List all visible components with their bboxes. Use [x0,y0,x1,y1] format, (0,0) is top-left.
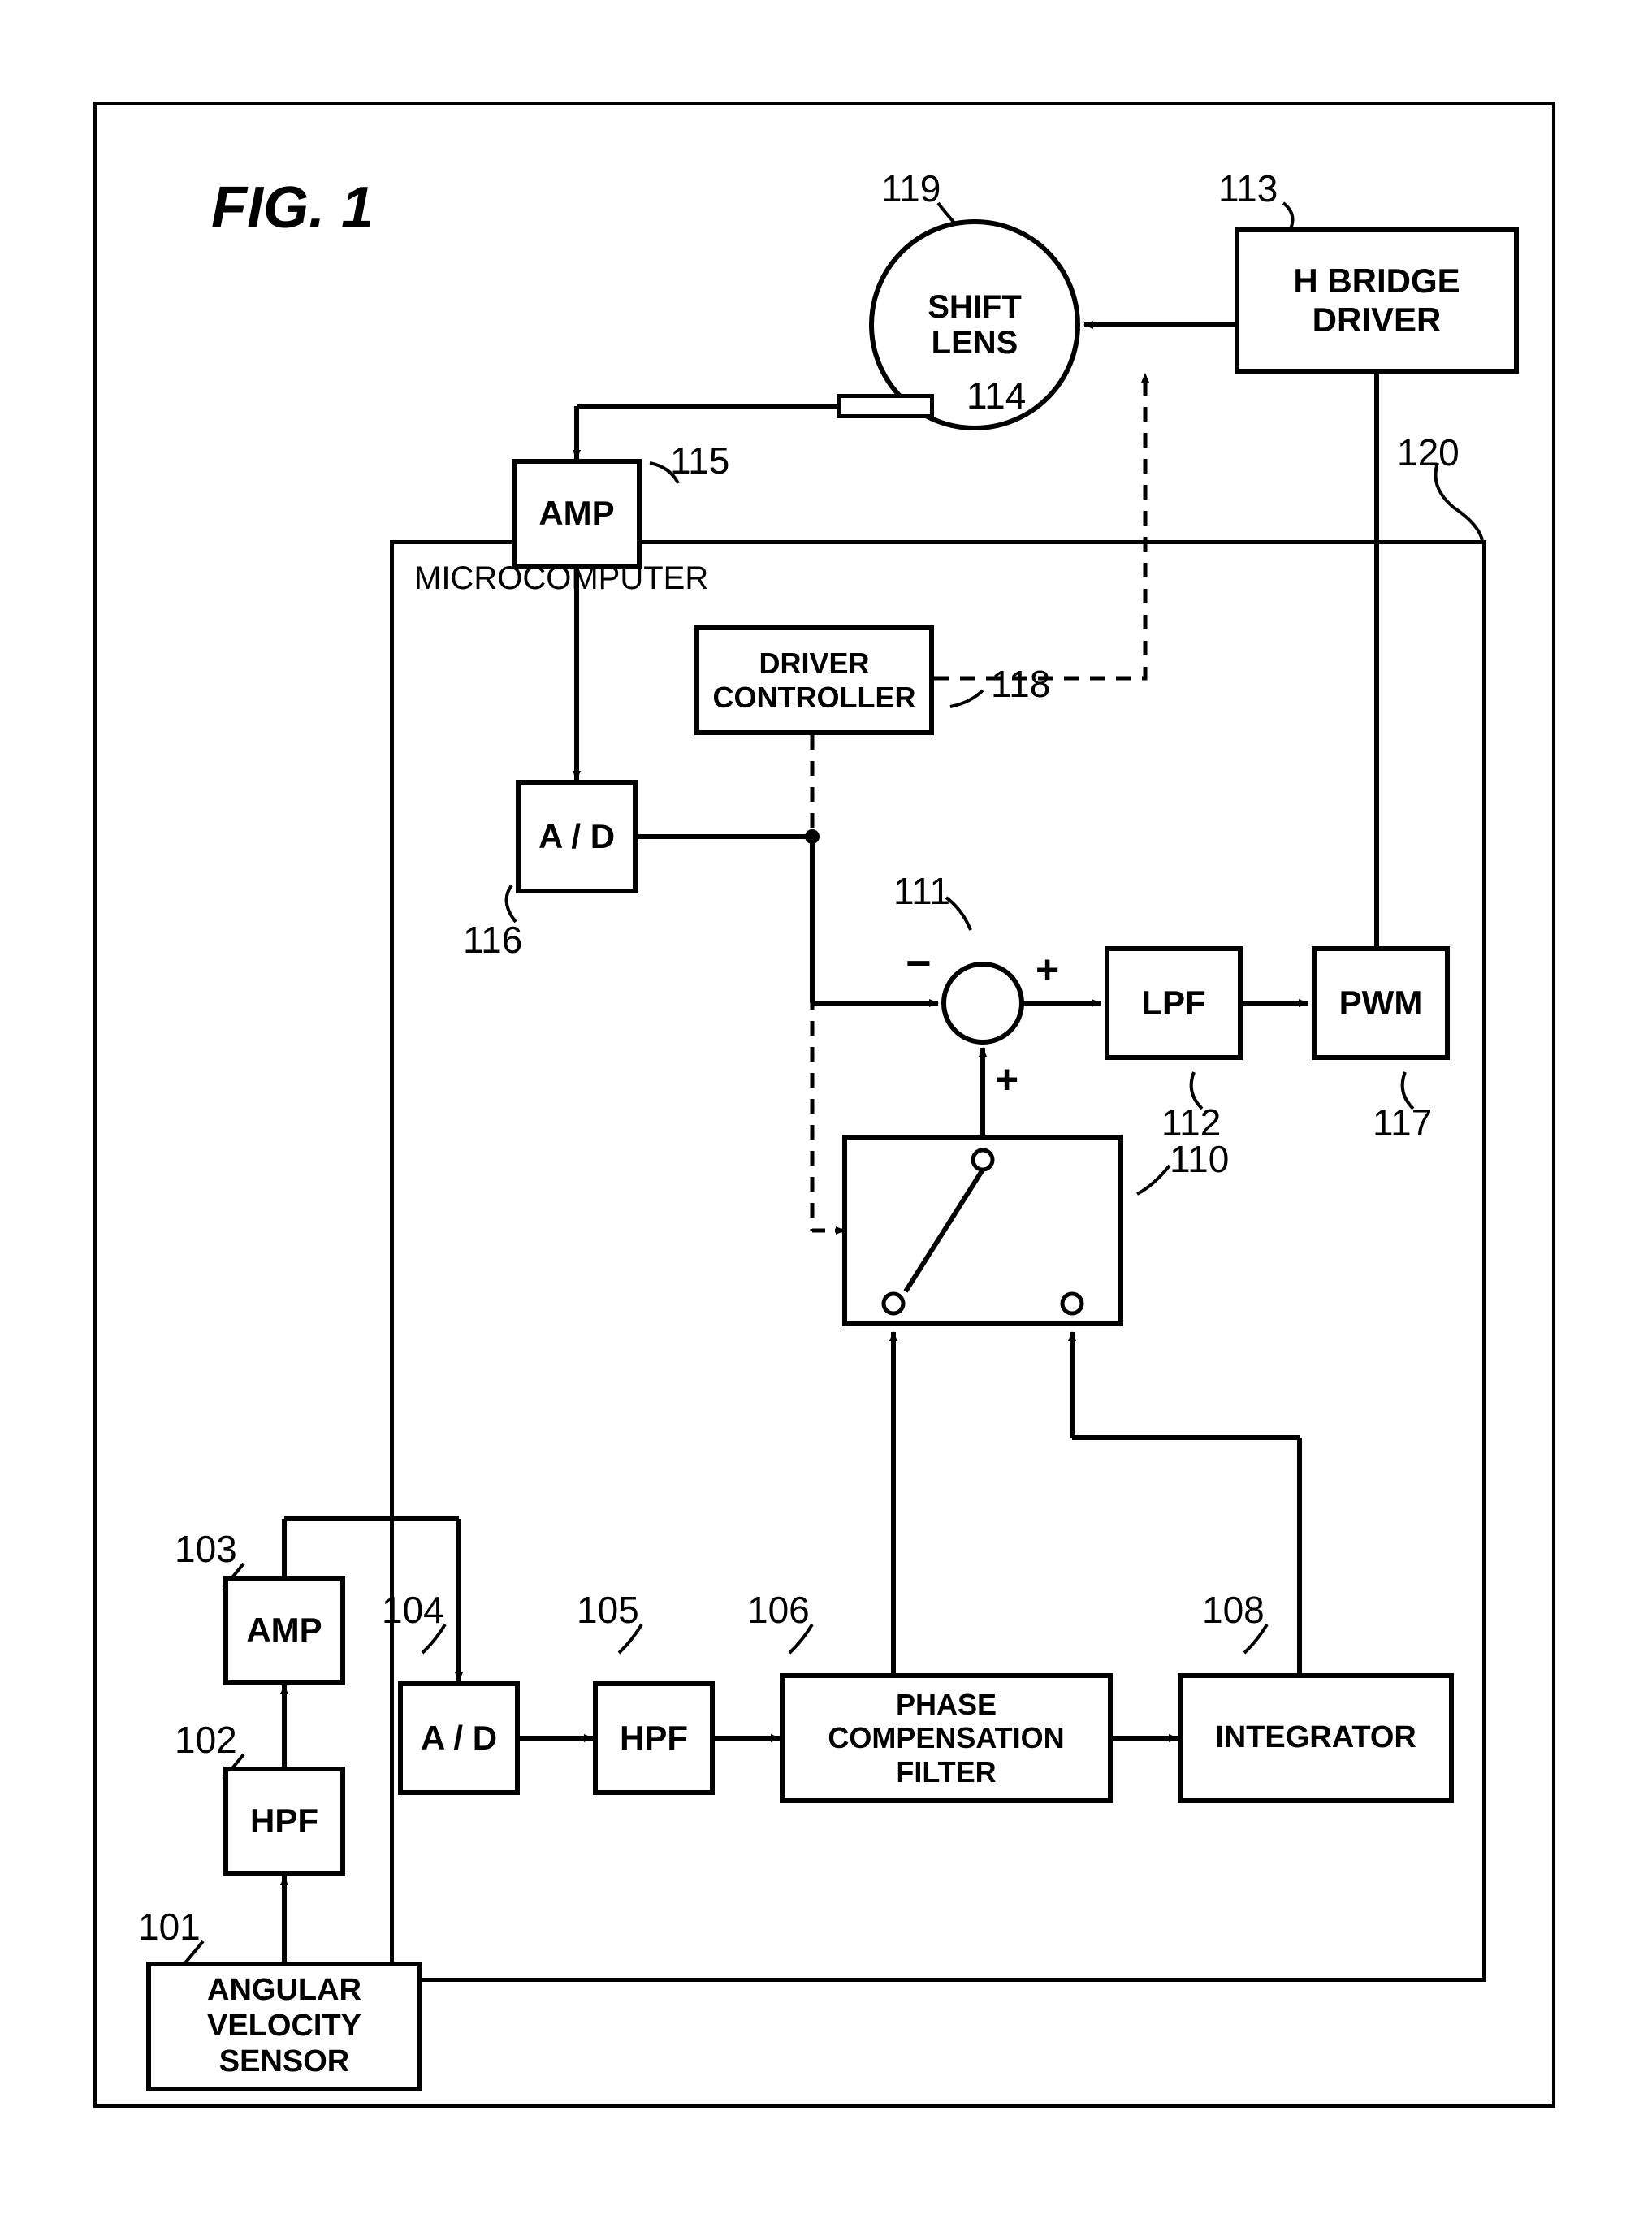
ref-106: 106 [747,1588,810,1632]
page: FIG. 1 MICROCOMPUTER 120 [0,0,1652,2219]
ref-115: 115 [670,439,729,482]
integrator-label: INTEGRATOR [1215,1720,1416,1756]
h-bridge-driver: H BRIDGE DRIVER [1235,227,1519,374]
hall-element [837,394,934,418]
summing-plus-right: + [1036,946,1059,993]
ref-120: 120 [1397,430,1460,474]
driver-controller: DRIVER CONTROLLER [694,625,934,735]
ref-101: 101 [138,1905,201,1949]
amp-upper: AMP [512,459,642,569]
integrator: INTEGRATOR [1178,1673,1454,1803]
ref-110: 110 [1170,1137,1229,1181]
hpf-inner-label: HPF [620,1719,688,1758]
angular-velocity-sensor: ANGULAR VELOCITY SENSOR [146,1962,422,2091]
ref-108: 108 [1202,1588,1265,1632]
pwm-label: PWM [1339,984,1423,1023]
ref-117: 117 [1373,1101,1432,1144]
ref-111: 111 [893,869,950,913]
pwm: PWM [1312,946,1450,1060]
ref-104: 104 [382,1588,444,1632]
ref-113: 113 [1218,167,1278,210]
amp-outer-label: AMP [246,1611,322,1650]
summing-plus-bottom: + [995,1056,1018,1103]
figure-title: FIG. 1 [211,175,374,241]
ref-103: 103 [175,1527,237,1571]
avs-label: ANGULAR VELOCITY SENSOR [207,1973,361,2079]
summing-minus-left: − [906,938,932,988]
lpf: LPF [1105,946,1243,1060]
shift-lens-label: SHIFT LENS [928,289,1022,361]
phase-comp-label: PHASE COMPENSATION FILTER [828,1688,1064,1789]
hpf-outer-label: HPF [250,1802,318,1841]
ad-lower-label: A / D [421,1719,497,1758]
ref-118: 118 [991,662,1050,706]
lpf-label: LPF [1141,984,1205,1023]
amp-upper-label: AMP [538,494,614,533]
ad-lower: A / D [398,1681,520,1795]
ad-upper: A / D [516,780,638,893]
ref-102: 102 [175,1718,237,1762]
phase-compensation-filter: PHASE COMPENSATION FILTER [780,1673,1113,1803]
ref-114: 114 [967,374,1026,417]
driver-controller-label: DRIVER CONTROLLER [713,647,916,714]
ad-upper-label: A / D [538,817,615,856]
ref-105: 105 [577,1588,639,1632]
hpf-outer: HPF [223,1767,345,1876]
h-bridge-label: H BRIDGE DRIVER [1293,262,1460,340]
ref-116: 116 [463,918,522,962]
amp-outer: AMP [223,1576,345,1685]
ref-119: 119 [881,167,941,210]
hpf-inner: HPF [593,1681,715,1795]
